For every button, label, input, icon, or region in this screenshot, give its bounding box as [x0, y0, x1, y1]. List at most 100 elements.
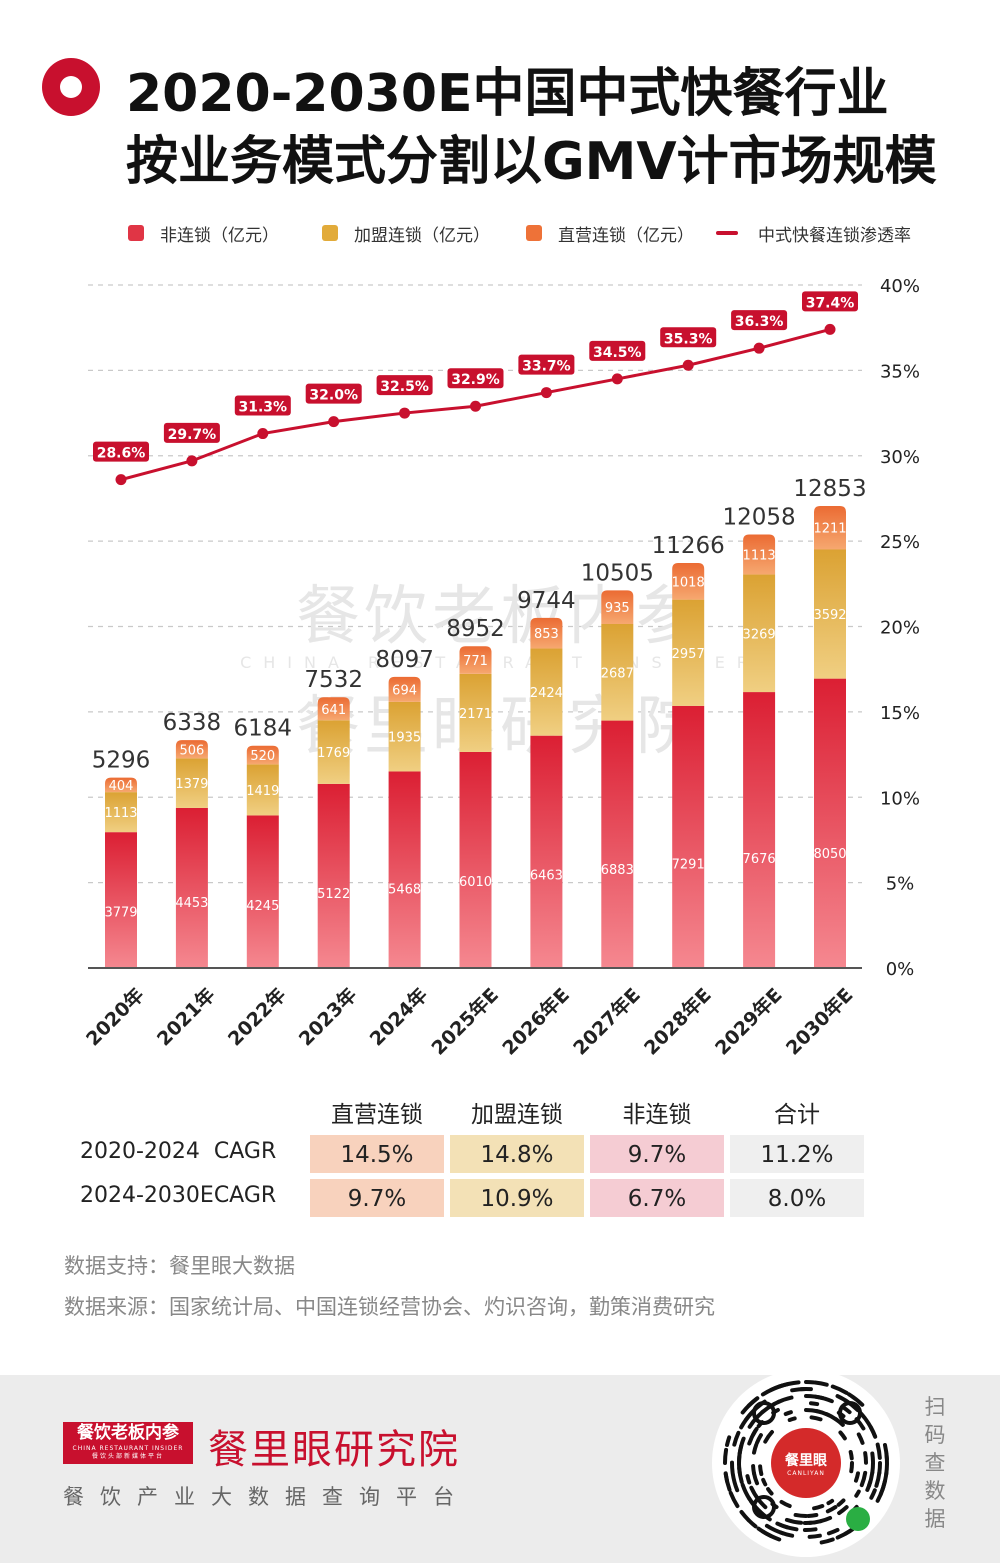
penetration-point [470, 400, 481, 412]
qr-mark [807, 1533, 822, 1539]
legend-item-direct: 直营连锁（亿元） [526, 220, 694, 246]
qr-mark [822, 1396, 834, 1404]
bar-direct [388, 676, 421, 702]
qr-mark [813, 1380, 829, 1387]
qr-mark [728, 1490, 740, 1509]
y-tick-label: 25% [880, 532, 920, 553]
penetration-label: 36.3% [735, 314, 784, 330]
bar-value-label: 3592 [813, 608, 846, 623]
legend-label-direct: 直营连锁（亿元） [558, 225, 694, 246]
qr-mark [875, 1487, 885, 1503]
bar-value-label: 2687 [601, 666, 634, 681]
penetration-label: 29.7% [168, 427, 217, 443]
qr-mark [848, 1449, 854, 1461]
qr-mark [809, 1415, 823, 1422]
cagr-cell-total-1: 11.2% [730, 1135, 864, 1173]
x-tick-label: 2028年E [639, 983, 715, 1059]
penetration-label: 33.7% [522, 359, 571, 375]
bar-total-label: 7532 [304, 667, 363, 693]
qr-mark [761, 1477, 768, 1487]
qr-mark [819, 1537, 835, 1545]
title-line-2: 按业务模式分割以GMV计市场规模 [126, 132, 937, 192]
brand-logo-en: CHINA RESTAURANT INSIDER [72, 1445, 184, 1452]
bar-value-label: 2424 [530, 686, 563, 701]
penetration-label-box [802, 291, 858, 312]
bar-total-label: 6184 [234, 716, 293, 742]
penetration-point [753, 342, 765, 354]
penetration-label-box [93, 441, 149, 462]
qr-mark [868, 1425, 878, 1439]
bar-value-label: 7291 [672, 857, 705, 872]
qr-mark [869, 1488, 877, 1500]
legend-item-penetration: 中式快餐连锁渗透率 [716, 220, 911, 246]
bar-direct [175, 740, 208, 759]
cagr-row-label-2: 2024-2030ECAGR [80, 1183, 277, 1208]
qr-mark [874, 1470, 882, 1488]
bar-non-chain [530, 735, 563, 968]
qr-code[interactable]: 餐里眼 CANLIYAN [712, 1369, 900, 1557]
legend-swatch-franchise [322, 225, 338, 241]
footer: 餐饮老板内参 CHINA RESTAURANT INSIDER 餐饮头部新媒体平… [0, 1369, 1000, 1563]
brand-logo-sub: 餐饮头部新媒体平台 [91, 1453, 164, 1460]
qr-mark [865, 1479, 873, 1492]
bar-value-label: 404 [109, 779, 134, 794]
bar-total-label: 10505 [581, 560, 654, 586]
bar-direct [814, 505, 846, 550]
x-tick-label: 2022年 [223, 983, 290, 1050]
bar-total-label: 11266 [652, 533, 725, 559]
bar-non-chain [814, 678, 846, 968]
cagr-cell-direct-2: 9.7% [310, 1179, 444, 1217]
brand-logo-cn: 餐饮老板内参 [77, 1423, 179, 1443]
penetration-label-box [447, 368, 504, 389]
penetration-label-box [731, 310, 788, 331]
bar-value-label: 935 [605, 601, 630, 616]
qr-mark [725, 1435, 732, 1447]
qr-mark [730, 1471, 740, 1493]
penetration-label: 34.5% [593, 345, 642, 361]
cagr-cell-non-chain-1: 9.7% [590, 1135, 724, 1173]
cagr-cell-non-chain-2: 6.7% [590, 1179, 724, 1217]
qr-mark [856, 1432, 865, 1445]
qr-mark [837, 1505, 849, 1516]
qr-mark [755, 1433, 763, 1445]
qr-mark [870, 1451, 875, 1464]
qr-mark [835, 1529, 852, 1540]
cagr-cell-total-2: 8.0% [730, 1179, 864, 1217]
qr-mark [737, 1436, 746, 1456]
y-tick-label: 0% [886, 959, 915, 980]
qr-mark [766, 1487, 774, 1496]
bar-franchise [246, 764, 279, 816]
penetration-label-box [376, 375, 433, 396]
bar-value-label: 4245 [246, 899, 279, 914]
penetration-point [824, 323, 836, 335]
mini-program-icon [846, 1507, 870, 1531]
y-tick-label: 20% [880, 618, 920, 639]
x-tick-label: 2027年E [569, 983, 645, 1059]
qr-mark [775, 1521, 790, 1530]
brand-logo: 餐饮老板内参 CHINA RESTAURANT INSIDER 餐饮头部新媒体平… [63, 1422, 193, 1464]
x-tick-label: 2030年E [781, 983, 857, 1059]
bar-value-label: 3779 [104, 905, 137, 920]
legend-label-non-chain: 非连锁（亿元） [160, 225, 279, 246]
bar-franchise [743, 574, 776, 693]
penetration-point [257, 428, 269, 440]
qr-mark [745, 1474, 752, 1485]
qr-mark [833, 1416, 845, 1427]
qr-mark [752, 1442, 759, 1455]
bar-value-label: 2957 [672, 647, 705, 662]
qr-mark [826, 1527, 840, 1536]
qr-mark [853, 1471, 860, 1483]
cagr-cell-franchise-1: 14.8% [450, 1135, 584, 1173]
bar-value-label: 771 [463, 654, 488, 669]
penetration-label: 32.5% [380, 379, 429, 395]
qr-mark [793, 1512, 808, 1518]
x-tick-label: 2024年 [365, 983, 432, 1050]
bar-direct [105, 777, 137, 793]
bar-value-label: 5468 [388, 882, 421, 897]
bar-total-label: 9744 [517, 588, 576, 614]
penetration-point [611, 373, 623, 385]
y-tick-label: 30% [880, 447, 920, 468]
qr-mark [808, 1401, 820, 1407]
bar-franchise [388, 701, 421, 772]
